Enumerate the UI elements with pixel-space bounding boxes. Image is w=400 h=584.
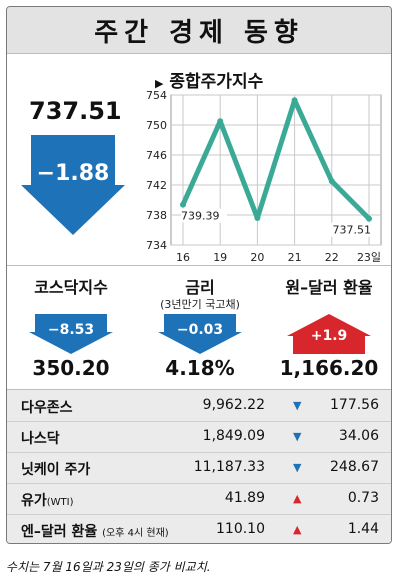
row-name: 다우존스	[21, 400, 73, 416]
y-tick-label: 734	[146, 239, 167, 252]
infographic-frame: 주간 경제 동향 737.51 −1.88 ▶ 종합주가지수 734 738 742…	[6, 6, 392, 544]
footnote: 수치는 7월 16일과 23일의 종가 비교치.	[6, 560, 211, 574]
data-point	[180, 201, 186, 208]
kospi-change: −1.88	[36, 161, 110, 186]
indicator-won-dollar: 원–달러 환율 +1.9 1,166.20	[265, 266, 391, 388]
row-note: (오후 4시 현재)	[102, 528, 169, 539]
indicator-interest-rate: 금리 (3년만기 국고채) −0.03 4.18%	[136, 266, 264, 388]
row-name: 닛케이 주가	[21, 462, 91, 478]
indicators-section: 코스닥지수 −8.53 350.20 금리 (3년만기 국고채) −0.03 4…	[7, 265, 391, 388]
data-point	[254, 215, 261, 221]
row-change: 1.44	[347, 521, 379, 537]
row-name: 유가(WTI)	[21, 493, 74, 509]
title-bar: 주간 경제 동향	[7, 7, 391, 54]
up-arrow-icon	[287, 314, 371, 354]
down-arrow-icon	[29, 314, 113, 354]
y-tick-label: 746	[146, 149, 167, 162]
indicator-name: 원–달러 환율	[285, 278, 373, 297]
down-arrow-icon	[158, 314, 242, 354]
kospi-value: 737.51	[29, 97, 122, 125]
indicator-kosdaq: 코스닥지수 −8.53 350.20	[7, 266, 135, 388]
indicator-name: 코스닥지수	[34, 278, 108, 297]
indicator-change: −8.53	[47, 322, 95, 338]
data-label: 737.51	[333, 224, 372, 237]
page-title: 주간 경제 동향	[94, 17, 304, 48]
down-arrow-icon	[21, 135, 125, 235]
up-triangle-icon: ▲	[293, 492, 302, 505]
indicator-subtitle: (3년만기 국고채)	[160, 298, 240, 311]
indicator-value: 4.18%	[165, 356, 235, 380]
x-tick-label: 23일	[357, 250, 381, 264]
kospi-section: 737.51 −1.88 ▶ 종합주가지수 734 738 742 746 750 754…	[7, 53, 391, 264]
indicator-value: 350.20	[32, 356, 110, 380]
table-row: 다우존스 9,962.22 ▼ 177.56	[7, 390, 391, 422]
series-line	[180, 97, 372, 222]
y-tick-label: 738	[146, 209, 167, 222]
indicator-value: 1,166.20	[279, 356, 379, 380]
row-value: 41.89	[224, 490, 265, 506]
row-value: 1,849.09	[202, 428, 265, 444]
table-row: 유가(WTI) 41.89 ▲ 0.73	[7, 483, 391, 515]
data-point	[291, 97, 298, 104]
table-row: 닛케이 주가 11,187.33 ▼ 248.67	[7, 452, 391, 484]
data-point	[328, 178, 335, 185]
indicator-change: +1.9	[310, 328, 348, 344]
row-note: (WTI)	[46, 497, 74, 508]
kospi-line-chart: 734 738 742 746 750 754 16 19 20 21 22 23일 739.39 737…	[146, 89, 382, 264]
row-value: 110.10	[216, 521, 265, 537]
indicator-name: 금리	[185, 278, 215, 297]
x-tick-label: 22	[325, 251, 339, 264]
chart-title: ▶ 종합주가지수	[155, 67, 263, 92]
table-row: 엔–달러 환율 (오후 4시 현재) 110.10 ▲ 1.44	[7, 514, 391, 543]
row-name: 엔–달러 환율 (오후 4시 현재)	[21, 524, 169, 540]
down-triangle-icon: ▼	[293, 461, 302, 474]
x-tick-label: 20	[250, 251, 264, 264]
row-change: 248.67	[330, 459, 379, 475]
x-tick-label: 21	[288, 251, 302, 264]
data-point	[366, 215, 372, 222]
x-tick-label: 16	[176, 251, 190, 264]
play-triangle-icon: ▶	[155, 77, 164, 90]
data-label: 739.39	[181, 210, 220, 223]
row-name: 나스닥	[21, 431, 60, 447]
indicator-change: −0.03	[176, 322, 224, 338]
y-tick-label: 754	[146, 89, 167, 102]
x-tick-label: 19	[213, 251, 227, 264]
data-label-bg	[325, 222, 371, 237]
y-tick-label: 750	[146, 119, 167, 132]
chart-title-text: 종합주가지수	[169, 72, 264, 92]
row-change: 177.56	[330, 397, 379, 413]
data-label-bg	[181, 208, 227, 223]
global-markets-table: 다우존스 9,962.22 ▼ 177.56 나스닥 1,849.09 ▼ 34…	[7, 389, 391, 543]
row-value: 9,962.22	[202, 397, 265, 413]
data-point	[217, 118, 224, 125]
up-triangle-icon: ▲	[293, 523, 302, 536]
y-tick-label: 742	[146, 179, 167, 192]
down-triangle-icon: ▼	[293, 399, 302, 412]
row-change: 0.73	[347, 490, 379, 506]
table-row: 나스닥 1,849.09 ▼ 34.06	[7, 421, 391, 453]
row-change: 34.06	[338, 428, 379, 444]
row-value: 11,187.33	[193, 459, 265, 475]
down-triangle-icon: ▼	[293, 430, 302, 443]
